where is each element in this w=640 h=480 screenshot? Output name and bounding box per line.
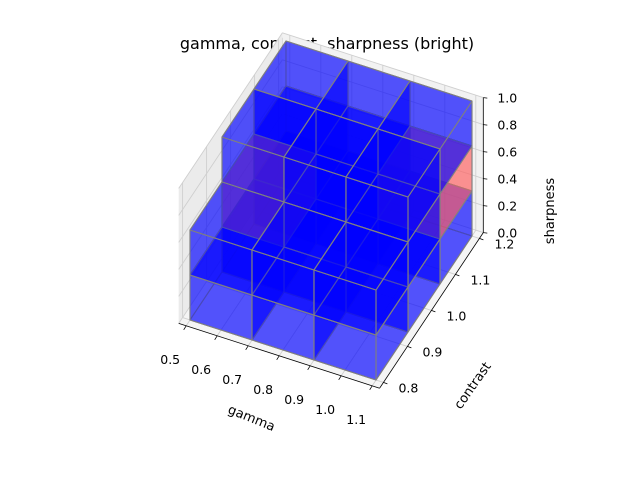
grid-line: [178, 59, 283, 216]
grid-line: [178, 113, 283, 270]
x-axis-label: gamma: [226, 403, 278, 435]
grid-line: [282, 59, 484, 126]
voxel: [253, 130, 349, 245]
grid-line: [178, 140, 283, 297]
voxel-group: [189, 40, 473, 381]
z-tick-mark: [483, 178, 488, 180]
x-tick-mark: [245, 345, 249, 351]
voxel: [253, 85, 349, 200]
y-tick-mark: [407, 346, 412, 349]
y-tick-label: 1.2: [494, 236, 514, 251]
voxel: [345, 128, 441, 243]
voxel: [221, 88, 317, 203]
z-tick-label: 0.6: [497, 145, 517, 160]
y-tick-mark: [383, 382, 388, 385]
z-tick-mark: [483, 205, 488, 207]
voxel-face-top: [345, 128, 441, 198]
z-tick-label: 0.4: [497, 172, 517, 187]
x-tick-mark: [276, 355, 280, 361]
z-tick-mark: [483, 232, 488, 234]
y-tick-label: 1.1: [470, 272, 490, 287]
voxel: [315, 105, 411, 220]
voxel: [345, 218, 441, 333]
voxel: [189, 226, 285, 341]
z-axis-label: sharpness: [543, 178, 558, 245]
x-tick-mark: [369, 385, 373, 391]
voxel: [377, 170, 473, 285]
x-tick-label: 0.7: [222, 372, 242, 387]
voxel: [283, 108, 379, 223]
grid-line: [178, 32, 283, 189]
x-tick-mark: [183, 325, 187, 331]
chart-title: gamma, contrast, sharpness (bright): [180, 34, 474, 53]
axis-ticks: 0.5 0.6 0.7 0.8 0.9 1.0 1.1 0.8 0.9 1.0 1.1 1.20.0 0…: [160, 91, 517, 427]
x-tick-label: 1.1: [346, 412, 366, 427]
z-tick-label: 1.0: [497, 91, 517, 106]
x-tick-mark: [307, 365, 311, 371]
grid-line: [178, 86, 283, 243]
y-tick-mark: [455, 274, 460, 277]
z-tick-mark: [483, 97, 488, 99]
grid-line: [178, 167, 283, 324]
x-tick-label: 1.0: [315, 402, 335, 417]
voxel: [315, 60, 411, 175]
voxel: [313, 266, 409, 381]
x-tick-label: 0.9: [284, 392, 304, 407]
voxel-face-top: [313, 221, 409, 291]
voxel: [283, 153, 379, 268]
z-tick-mark: [483, 151, 488, 153]
voxel: [377, 125, 473, 240]
voxel: [377, 80, 473, 195]
y-tick-label: 0.9: [422, 344, 442, 359]
x-tick-label: 0.5: [160, 352, 180, 367]
grid-line: [282, 32, 484, 99]
y-axis-label: contrast: [452, 360, 495, 413]
z-tick-label: 0.8: [497, 118, 517, 133]
voxel: [189, 181, 285, 296]
grid-line: [254, 209, 456, 275]
voxel: [251, 201, 347, 316]
voxel: [345, 173, 441, 288]
voxel: [315, 150, 411, 265]
y-tick-mark: [479, 238, 484, 241]
voxel: [283, 198, 379, 313]
x-tick-mark: [214, 335, 218, 341]
grid-line: [230, 245, 432, 311]
y-tick-mark: [431, 310, 436, 313]
x-tick-label: 0.8: [253, 382, 273, 397]
z-tick-label: 0.2: [497, 199, 517, 214]
z-tick-mark: [483, 124, 488, 126]
grid-line: [282, 86, 484, 153]
z-tick-label: 0.0: [497, 226, 517, 241]
voxel: [221, 178, 317, 293]
voxel: [253, 40, 349, 155]
grid-line: [206, 281, 408, 347]
y-tick-label: 1.0: [446, 308, 466, 323]
x-tick-mark: [338, 375, 342, 381]
voxel: [313, 221, 409, 336]
x-tick-label: 0.6: [191, 362, 211, 377]
y-tick-label: 0.8: [398, 380, 418, 395]
